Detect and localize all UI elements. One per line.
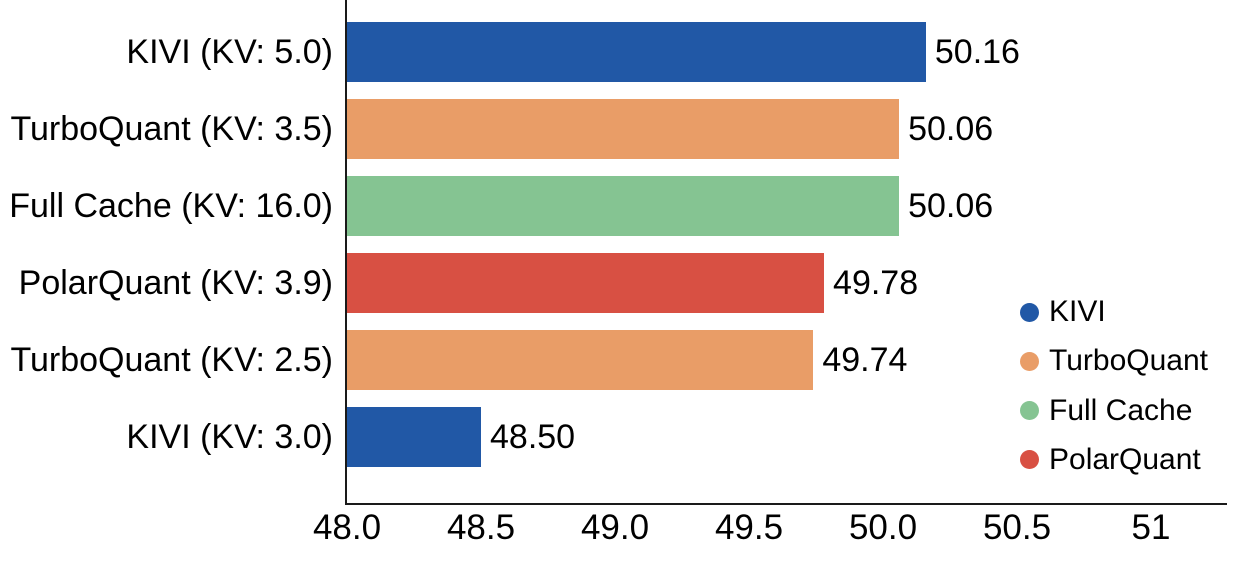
value-label: 50.06 xyxy=(908,110,994,148)
legend-item-label: PolarQuant xyxy=(1049,442,1201,476)
legend-item-label: KIVI xyxy=(1049,295,1106,328)
x-axis-line xyxy=(345,503,1227,505)
category-label: PolarQuant (KV: 3.9) xyxy=(18,264,333,302)
bar xyxy=(347,176,900,236)
x-tick-label: 48.5 xyxy=(446,508,516,547)
legend-marker-icon xyxy=(1019,401,1039,421)
value-label: 49.74 xyxy=(822,341,908,379)
x-tick-label: 50.5 xyxy=(982,508,1052,547)
legend-marker-icon xyxy=(1019,302,1039,322)
category-label: TurboQuant (KV: 3.5) xyxy=(10,110,333,148)
legend-marker-icon xyxy=(1019,351,1039,371)
x-tick-label: 49.0 xyxy=(580,508,650,547)
bar xyxy=(347,253,825,313)
bar xyxy=(347,330,814,390)
x-tick-label: 51 xyxy=(1131,508,1171,547)
bar xyxy=(347,99,900,159)
value-label: 50.16 xyxy=(934,33,1020,71)
value-label: 49.78 xyxy=(833,264,919,302)
bar xyxy=(347,407,481,467)
category-label: KIVI (KV: 3.0) xyxy=(126,418,333,456)
bar xyxy=(347,22,926,82)
y-axis-line xyxy=(345,0,347,505)
legend-item-label: TurboQuant xyxy=(1049,344,1208,378)
x-tick-label: 50.0 xyxy=(848,508,918,547)
x-tick-label: 48.0 xyxy=(312,508,382,547)
category-label: KIVI (KV: 5.0) xyxy=(126,33,333,71)
category-label: TurboQuant (KV: 2.5) xyxy=(10,341,333,379)
value-label: 48.50 xyxy=(490,418,576,456)
category-label: Full Cache (KV: 16.0) xyxy=(9,187,333,225)
legend-item-label: Full Cache xyxy=(1049,393,1193,427)
x-tick-label: 49.5 xyxy=(714,508,784,547)
legend-marker-icon xyxy=(1019,450,1039,470)
value-label: 50.06 xyxy=(908,187,994,225)
